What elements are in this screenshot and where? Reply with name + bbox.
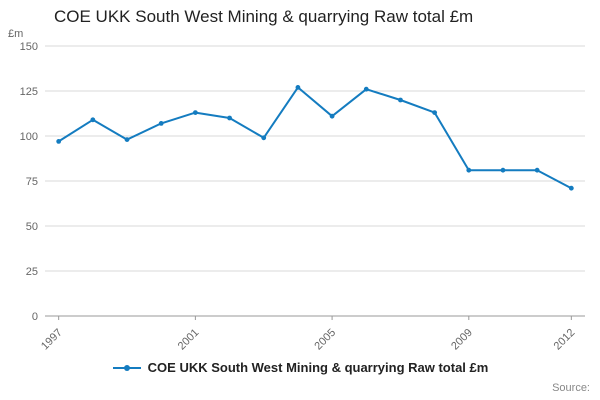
data-point <box>295 85 301 90</box>
y-tick-label: 125 <box>20 86 38 98</box>
data-point <box>432 110 438 115</box>
y-tick-label: 150 <box>20 42 38 53</box>
y-axis-unit-label: £m <box>8 28 24 40</box>
chart-title: COE UKK South West Mining & quarrying Ra… <box>54 7 474 26</box>
legend: COE UKK South West Mining & quarrying Ra… <box>0 360 600 375</box>
data-line <box>57 86 573 190</box>
data-point <box>466 167 472 173</box>
x-tick-label: 2012 <box>552 327 578 353</box>
data-point <box>500 167 506 173</box>
y-tick-label: 0 <box>32 311 38 323</box>
source-label: Source: <box>552 382 590 394</box>
data-point <box>192 110 198 115</box>
data-point <box>398 97 403 103</box>
x-tick-label: 2001 <box>176 327 202 353</box>
data-point <box>124 137 130 142</box>
data-point <box>261 135 267 141</box>
data-point <box>227 115 232 121</box>
data-point <box>534 167 540 173</box>
y-tick-label: 75 <box>26 176 38 188</box>
x-tick-label: 2005 <box>312 327 338 353</box>
x-tick-label: 2009 <box>449 327 475 353</box>
y-tick-label: 50 <box>26 221 38 233</box>
data-point <box>158 121 164 126</box>
data-point <box>329 113 335 119</box>
data-point <box>56 139 62 144</box>
data-point <box>363 86 369 92</box>
legend-label: COE UKK South West Mining & quarrying Ra… <box>147 360 489 375</box>
y-tick-label: 100 <box>20 131 38 143</box>
line-chart: 0 25 50 75 100 125 150 1997 2001 2005 2009 2012 <box>20 42 585 353</box>
data-point <box>90 117 96 123</box>
legend-line-icon <box>112 364 141 371</box>
x-tick-label: 1997 <box>39 327 65 353</box>
y-tick-label: 25 <box>26 266 38 278</box>
data-point <box>568 185 574 191</box>
